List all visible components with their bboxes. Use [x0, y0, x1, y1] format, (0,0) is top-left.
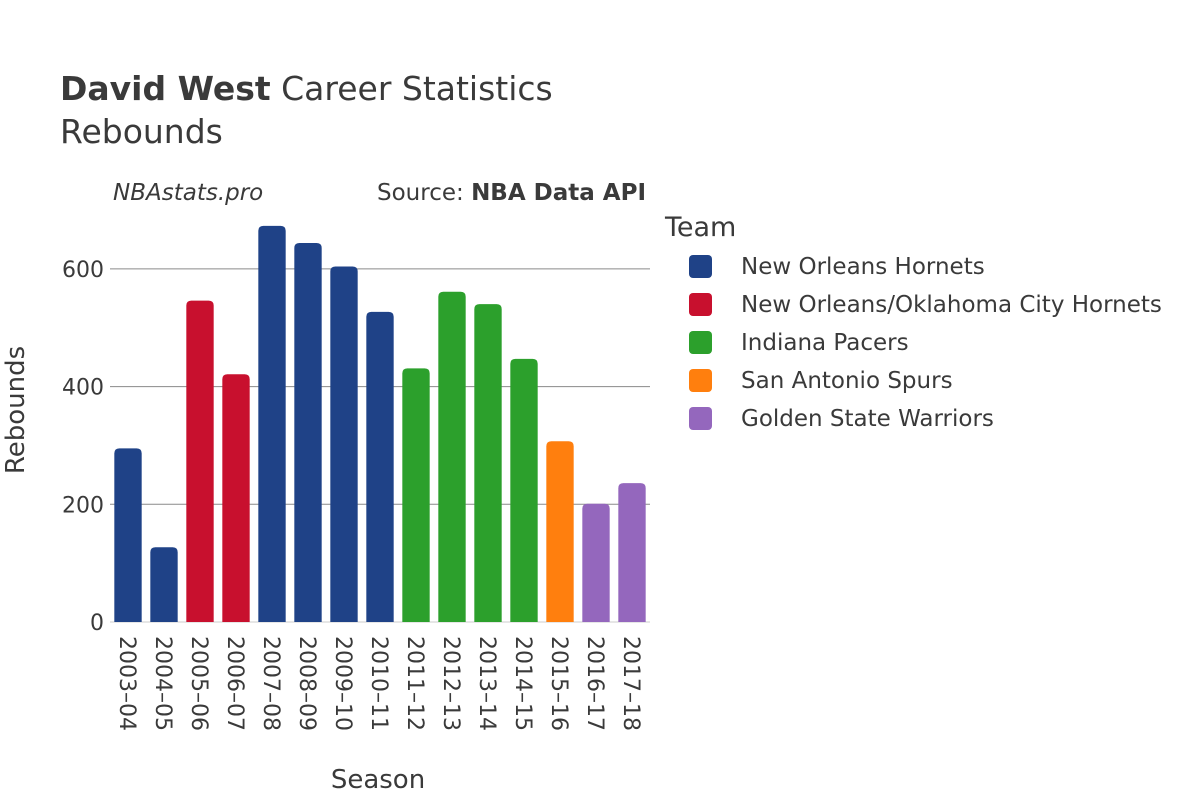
bar-2005-06 — [186, 300, 214, 622]
legend-title: Team — [664, 212, 736, 243]
bars — [114, 225, 646, 623]
bar-2012-13 — [438, 291, 466, 622]
y-axis-ticks: 0 200 400 600 — [62, 258, 104, 636]
x-tick-label: 2008–09 — [294, 636, 319, 731]
x-tick-label: 2012–13 — [438, 636, 463, 731]
x-tick-label: 2016–17 — [582, 636, 607, 731]
x-tick-label: 2004–05 — [150, 636, 175, 731]
y-tick-label: 600 — [62, 258, 104, 283]
source-credit: Source: NBA Data API — [377, 180, 646, 206]
legend-swatch-new-orleans-hornets — [689, 255, 712, 278]
y-tick-label: 400 — [62, 376, 104, 401]
x-tick-label: 2013–14 — [474, 636, 499, 731]
bar-2008-09 — [294, 242, 322, 622]
bar-2017-18 — [618, 483, 646, 622]
x-tick-label: 2003–04 — [114, 636, 139, 731]
site-credit: NBAstats.pro — [113, 180, 263, 206]
x-tick-label: 2007–08 — [258, 636, 283, 731]
chart-title-rest: Career Statistics — [271, 69, 553, 108]
legend: New Orleans Hornets New Orleans/Oklahoma … — [689, 254, 1162, 432]
chart-title: David West Career Statistics — [60, 69, 553, 108]
x-tick-label: 2015–16 — [546, 636, 571, 731]
x-tick-label: 2009–10 — [330, 636, 355, 731]
bar-2004-05 — [150, 547, 178, 622]
source-name: NBA Data API — [471, 180, 646, 206]
x-tick-label: 2005–06 — [186, 636, 211, 731]
bar-2003-04 — [114, 448, 142, 622]
bar-2007-08 — [258, 225, 286, 623]
x-tick-label: 2006–07 — [222, 636, 247, 731]
legend-label-new-orleans-hornets: New Orleans Hornets — [741, 254, 985, 280]
bar-2013-14 — [474, 304, 502, 622]
legend-swatch-indiana-pacers — [689, 331, 712, 354]
chart-subtitle: Rebounds — [60, 112, 223, 151]
legend-swatch-san-antonio-spurs — [689, 369, 712, 392]
y-tick-label: 0 — [90, 611, 104, 636]
legend-label-indiana-pacers: Indiana Pacers — [741, 330, 909, 356]
x-tick-label: 2017–18 — [618, 636, 643, 731]
bar-2010-11 — [366, 311, 394, 622]
x-axis-ticks: 2003–04 2004–05 2005–06 2006–07 2007–08 2008–… — [114, 636, 643, 731]
legend-swatch-golden-state-warriors — [689, 407, 712, 430]
bar-2011-12 — [402, 368, 430, 622]
x-axis-title: Season — [331, 765, 425, 795]
source-prefix: Source: — [377, 180, 471, 206]
y-axis-title: Rebounds — [1, 346, 31, 474]
chart-title-player: David West — [60, 69, 271, 108]
bar-2016-17 — [582, 503, 610, 622]
bar-2015-16 — [546, 441, 574, 622]
bar-2006-07 — [222, 374, 250, 622]
x-tick-label: 2010–11 — [366, 636, 391, 731]
y-tick-label: 200 — [62, 493, 104, 518]
legend-label-new-orleans-oklahoma-city-hornets: New Orleans/Oklahoma City Hornets — [741, 292, 1162, 318]
x-tick-label: 2011–12 — [402, 636, 427, 731]
bar-2009-10 — [330, 266, 358, 622]
legend-label-san-antonio-spurs: San Antonio Spurs — [741, 368, 953, 394]
bar-2014-15 — [510, 358, 538, 622]
legend-swatch-new-orleans-oklahoma-city-hornets — [689, 293, 712, 316]
legend-label-golden-state-warriors: Golden State Warriors — [741, 406, 994, 432]
x-tick-label: 2014–15 — [510, 636, 535, 731]
